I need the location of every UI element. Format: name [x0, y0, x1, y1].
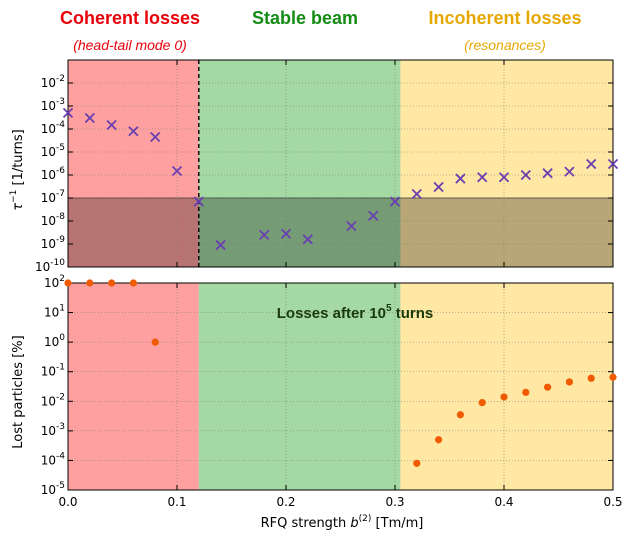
- bottom-ytick-label: 10-2: [41, 392, 65, 408]
- bottom-ytick-label: 102: [44, 274, 65, 290]
- data-point: [455, 173, 466, 184]
- top-ytick-label: 10-3: [41, 97, 65, 113]
- coherent-losses-title: Coherent losses: [60, 8, 200, 28]
- data-point: [544, 383, 552, 391]
- data-point: [259, 229, 270, 240]
- top-ytick-label: 10-9: [41, 235, 66, 251]
- data-point: [456, 411, 464, 419]
- data-point: [129, 279, 137, 287]
- data-point: [498, 172, 510, 183]
- data-point: [542, 168, 553, 179]
- bottom-y-axis-label: Lost particles [%]: [11, 335, 26, 448]
- data-point: [86, 279, 94, 287]
- data-point: [128, 126, 139, 137]
- incoherent-losses-title: Incoherent losses: [428, 8, 581, 28]
- data-point: [500, 393, 508, 401]
- top-region-incoherent: [400, 60, 613, 267]
- bottom-ytick-label: 10-1: [41, 363, 65, 379]
- top-ytick-label: 10-4: [41, 120, 66, 136]
- bottom-ytick-label: 10-5: [41, 481, 65, 497]
- data-point: [565, 378, 574, 386]
- top-ytick-label: 10-8: [41, 212, 66, 228]
- data-point: [84, 112, 95, 124]
- bottom-axes-frame: [67, 282, 614, 491]
- data-point: [478, 399, 486, 407]
- data-point: [108, 279, 116, 287]
- data-point: [106, 119, 117, 131]
- top-region-coherent: [68, 60, 199, 267]
- top-ytick-label: 10-6: [41, 166, 66, 182]
- coherent-losses-subtitle: (head-tail mode 0): [73, 37, 187, 53]
- x-label-text: RFQ strength: [261, 516, 351, 531]
- data-point: [564, 166, 575, 177]
- bottom-ytick-label: 10-4: [41, 451, 66, 467]
- data-point: [64, 279, 72, 287]
- data-point: [368, 210, 379, 221]
- data-point: [346, 220, 357, 232]
- bottom-panel: 10-5 10-4 10-3 10-2 10-1 100 101 102 0.0 0.1 0.2 0.…: [41, 274, 623, 509]
- tau-symbol: τ: [11, 203, 26, 211]
- data-point: [411, 188, 422, 200]
- data-point: [62, 107, 74, 119]
- annotation-text: Losses after 10: [277, 305, 386, 322]
- data-point: [151, 338, 159, 346]
- data-point: [280, 228, 292, 239]
- x-label-b: b: [350, 516, 358, 531]
- x-tick-label: 0.1: [167, 495, 186, 509]
- top-y-axis-label: τ−1 [1/turns]: [9, 129, 26, 211]
- data-point: [435, 436, 443, 444]
- x-tick-label: 0.3: [385, 495, 404, 509]
- annotation-rest: turns: [392, 305, 434, 322]
- data-point: [150, 131, 161, 143]
- data-point: [586, 158, 597, 170]
- incoherent-losses-subtitle: (resonances): [464, 37, 546, 53]
- data-point: [520, 169, 531, 181]
- top-ytick-label: 10-2: [41, 74, 65, 90]
- threshold-shading: [68, 198, 613, 267]
- annotation-exponent: 5: [386, 303, 392, 314]
- data-point: [609, 373, 617, 381]
- data-point: [193, 196, 204, 207]
- bottom-ytick-label: 100: [44, 333, 65, 349]
- data-point: [302, 234, 313, 245]
- top-ytick-label: 10-10: [35, 258, 65, 274]
- top-ytick-label: 10-7: [41, 189, 65, 205]
- stable-beam-title: Stable beam: [252, 8, 358, 28]
- data-point: [215, 239, 226, 251]
- x-tick-label: 0.0: [58, 495, 77, 509]
- data-point: [607, 158, 619, 170]
- x-label-exponent: (2): [359, 514, 372, 524]
- losses-annotation: Losses after 105 turns: [277, 303, 433, 322]
- data-point: [433, 181, 444, 193]
- bottom-ytick-label: 101: [44, 304, 65, 320]
- x-tick-label: 0.5: [603, 495, 622, 509]
- data-point: [389, 196, 401, 207]
- tau-exponent: −1: [9, 190, 19, 203]
- top-region-stable: [198, 60, 401, 267]
- data-point: [522, 388, 530, 396]
- x-label-units: [Tm/m]: [371, 516, 423, 531]
- data-point: [477, 172, 488, 183]
- top-panel: 10-10 10-9 10-8 10-7 10-6 10-5 10-4 10-3 10-2: [35, 59, 619, 274]
- top-y-units: [1/turns]: [11, 129, 26, 189]
- x-tick-label: 0.2: [276, 495, 295, 509]
- data-point: [171, 165, 183, 177]
- bottom-region-stable: [198, 283, 401, 490]
- bottom-region-incoherent: [400, 283, 613, 490]
- x-tick-label: 0.4: [494, 495, 513, 509]
- data-point: [587, 374, 595, 382]
- bottom-ytick-label: 10-3: [41, 422, 65, 438]
- bottom-region-coherent: [68, 283, 199, 490]
- data-point: [413, 459, 421, 467]
- top-ytick-label: 10-5: [41, 143, 65, 159]
- x-axis-label: RFQ strength b(2) [Tm/m]: [261, 514, 424, 531]
